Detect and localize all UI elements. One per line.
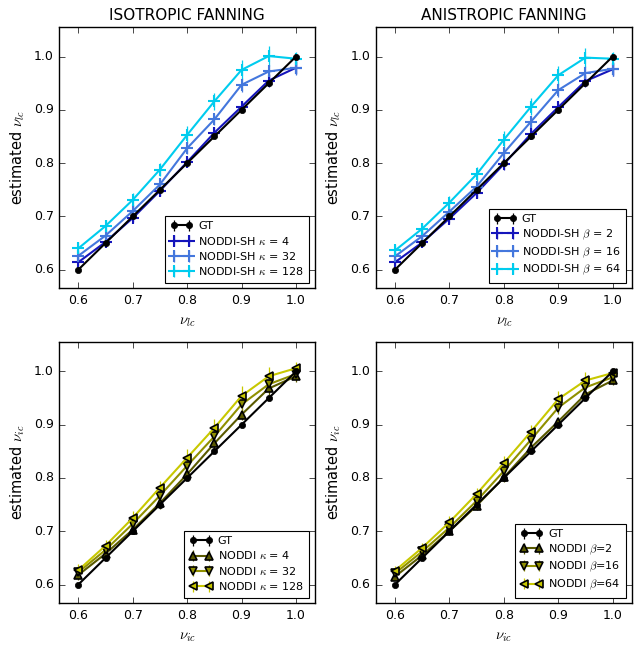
Legend: GT, NODDI $\beta$=2, NODDI $\beta$=16, NODDI $\beta$=64: GT, NODDI $\beta$=2, NODDI $\beta$=16, N… (515, 524, 626, 598)
Y-axis label: estimated $\nu_{ic}$: estimated $\nu_{ic}$ (325, 425, 344, 520)
X-axis label: $\nu_{lc}$: $\nu_{lc}$ (179, 314, 195, 329)
Y-axis label: estimated $\nu_{ic}$: estimated $\nu_{ic}$ (8, 425, 27, 520)
Legend: GT, NODDI-SH $\kappa$ = 4, NODDI-SH $\kappa$ = 32, NODDI-SH $\kappa$ = 128: GT, NODDI-SH $\kappa$ = 4, NODDI-SH $\ka… (165, 216, 310, 283)
X-axis label: $\nu_{ic}$: $\nu_{ic}$ (179, 629, 196, 644)
Title: ANISTROPIC FANNING: ANISTROPIC FANNING (421, 8, 587, 23)
Legend: GT, NODDI $\kappa$ = 4, NODDI $\kappa$ = 32, NODDI $\kappa$ = 128: GT, NODDI $\kappa$ = 4, NODDI $\kappa$ =… (184, 531, 310, 598)
Legend: GT, NODDI-SH $\beta$ = 2, NODDI-SH $\beta$ = 16, NODDI-SH $\beta$ = 64: GT, NODDI-SH $\beta$ = 2, NODDI-SH $\bet… (488, 209, 626, 283)
Y-axis label: estimated $\nu_{lc}$: estimated $\nu_{lc}$ (8, 110, 27, 205)
Y-axis label: estimated $\nu_{lc}$: estimated $\nu_{lc}$ (325, 110, 344, 205)
X-axis label: $\nu_{lc}$: $\nu_{lc}$ (495, 314, 512, 329)
Title: ISOTROPIC FANNING: ISOTROPIC FANNING (109, 8, 265, 23)
X-axis label: $\nu_{ic}$: $\nu_{ic}$ (495, 629, 513, 644)
